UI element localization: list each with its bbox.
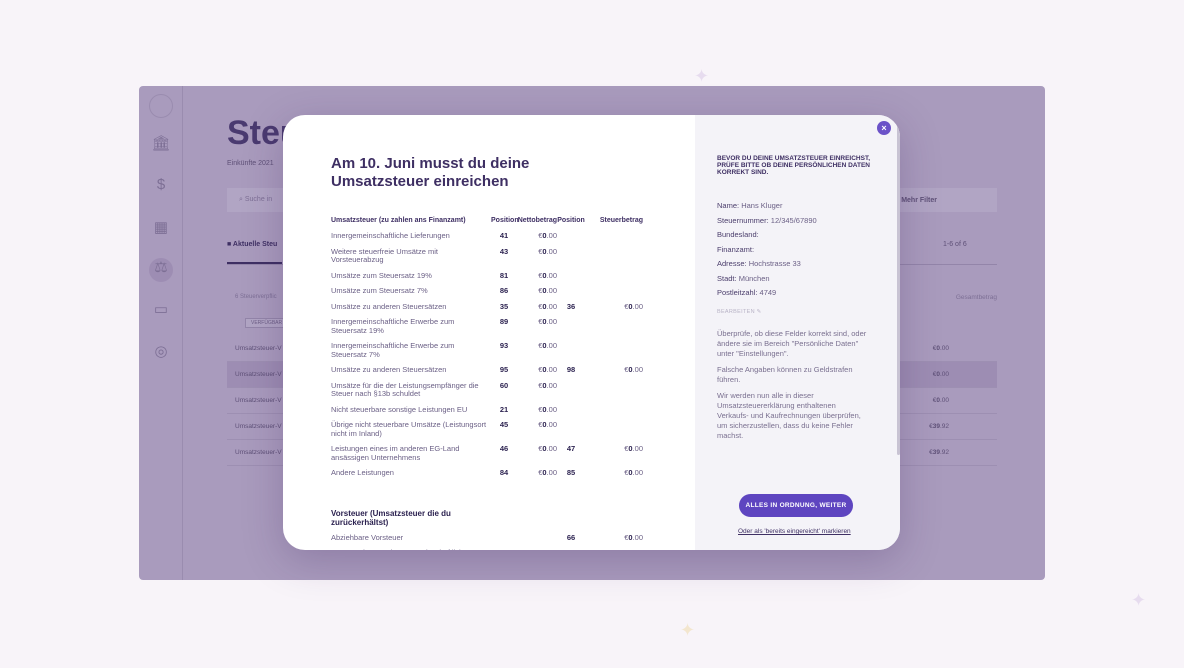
tab-current[interactable]: ■ Aktuelle Steu [227, 241, 278, 248]
lifebuoy-icon[interactable]: ◎ [154, 343, 168, 360]
money-hand-icon[interactable]: $ [156, 176, 166, 193]
panel-heading: Bevor du deine Umsatzsteuer einreichst, … [717, 155, 871, 176]
sparkle-icon: ✦ [680, 620, 696, 640]
modal-title: Am 10. Juni musst du deine Umsatzsteuer … [331, 155, 530, 190]
amount: €0.00 [538, 341, 557, 350]
scrollbar[interactable] [897, 125, 900, 455]
avatar[interactable] [149, 94, 173, 118]
search-icon: ⌕ [239, 196, 245, 203]
sidebar: 🏛 $ ▦ ⚖ ▭ ◎ [139, 86, 183, 580]
amount: €0.00 [538, 231, 557, 240]
personal-field: Finanzamt: [717, 244, 755, 254]
table-row: Leistungen eines im anderen EG-Land ansä… [331, 444, 643, 462]
list-count: 6 Steuerverpflic [235, 294, 277, 300]
table-row: Andere Leistungen 84 €0.00 85 €0.00 [331, 468, 643, 477]
amount: €0.00 [538, 365, 557, 374]
sparkle-icon: ✦ [1131, 590, 1147, 610]
status-badge: VERFÜGBAR [245, 318, 289, 328]
close-icon[interactable]: × [877, 121, 891, 135]
sparkle-icon: ✦ [694, 66, 710, 86]
table-row: Innergemeinschaftliche Erwerbe zum Steue… [331, 317, 557, 335]
amount: €0.00 [538, 420, 557, 429]
mark-submitted-link[interactable]: Oder als 'bereits eingereicht' markieren [738, 528, 851, 535]
amount: €0.00 [585, 548, 643, 550]
table-row: Innergemeinschaftliche Lieferungen 41 €0.0… [331, 231, 557, 240]
personal-field: Postleitzahl: 4749 [717, 288, 777, 297]
wallet-icon[interactable]: ▭ [153, 301, 169, 318]
amount: €0.00 [624, 444, 643, 453]
personal-data-panel: Bevor du deine Umsatzsteuer einreichst, … [695, 115, 900, 550]
amount: €0.00 [624, 532, 643, 542]
table-row: Umsätze für die der Leistungsempfänger d… [331, 380, 557, 398]
edit-button[interactable]: BEARBEITEN ✎ [717, 308, 762, 315]
table-header: Umsatzsteuer (zu zahlen ans Finanzamt) P… [331, 216, 643, 224]
receipt-icon[interactable]: ▦ [153, 219, 169, 236]
continue-button[interactable]: ALLES IN ORDNUNG, WEITER [739, 494, 853, 517]
amount: €0.00 [538, 380, 557, 390]
info-text: Überprüfe, ob diese Felder korrekt sind,… [717, 328, 867, 358]
table-row: Umsätze zu anderen Steuersätzen 35 €0.00 36… [331, 301, 643, 311]
amount: €0.00 [538, 246, 557, 256]
vat-submission-modal: Am 10. Juni musst du deine Umsatzsteuer … [283, 115, 900, 550]
personal-field: Bundesland: [717, 230, 759, 239]
amount: €0.00 [538, 444, 557, 453]
pencil-icon: ✎ [756, 308, 762, 315]
table-row: Umsätze zum Steuersatz 19% 81 €0.00 [331, 270, 557, 280]
table-row: Umsätze zum Steuersatz 7% 86 €0.00 [331, 286, 557, 295]
table-row: Innergemeinschaftliche Erwerbe zum Steue… [331, 341, 557, 359]
vat-table: Umsatzsteuer (zu zahlen ans Finanzamt) P… [331, 213, 643, 551]
amount: €0.00 [538, 270, 557, 280]
amount: €0.00 [538, 468, 557, 477]
amount: €0.00 [538, 404, 557, 414]
page-subtitle: Einkünfte 2021 [227, 160, 274, 167]
amount: €0.00 [624, 365, 643, 374]
amount: €0.00 [624, 301, 643, 311]
personal-field: Adresse: Hochstrasse 33 [717, 259, 801, 268]
table-row: Nicht steuerbare sonstige Leistungen EU 2… [331, 404, 557, 414]
table-row: Übrige nicht steuerbare Umsätze (Leistun… [331, 420, 557, 438]
table-row: Vorsteuerbeträge innergemeinschaftlicher… [331, 546, 643, 550]
amount: €0.00 [538, 301, 557, 311]
amount: €0.00 [538, 317, 557, 326]
pagination: 1-6 of 6 [943, 241, 967, 248]
bank-icon[interactable]: 🏛 [151, 135, 171, 152]
table-row: Weitere steuerfreie Umsätze mit Vorsteue… [331, 246, 557, 264]
scale-icon[interactable]: ⚖ [149, 258, 173, 282]
check-text: Wir werden nun alle in dieser Umsatzsteu… [717, 390, 861, 440]
personal-field: Name: Hans Kluger [717, 201, 783, 210]
table-row: Abziehbare Vorsteuer 66 €0.00 [331, 532, 643, 542]
amount: €0.00 [624, 468, 643, 477]
personal-field: Stadt: München [717, 273, 770, 283]
amount: €0.00 [538, 286, 557, 295]
section-title-input-tax: Vorsteuer (Umsatzsteuer die du zurückerh… [331, 509, 451, 527]
warning-text: Falsche Angaben können zu Geldstrafen fü… [717, 364, 853, 384]
column-header-total: Gesamtbetrag [955, 294, 997, 301]
table-row: Umsätze zu anderen Steuersätzen 95 €0.00 98… [331, 365, 643, 374]
personal-field: Steuernummer: 12/345/67890 [717, 215, 817, 225]
